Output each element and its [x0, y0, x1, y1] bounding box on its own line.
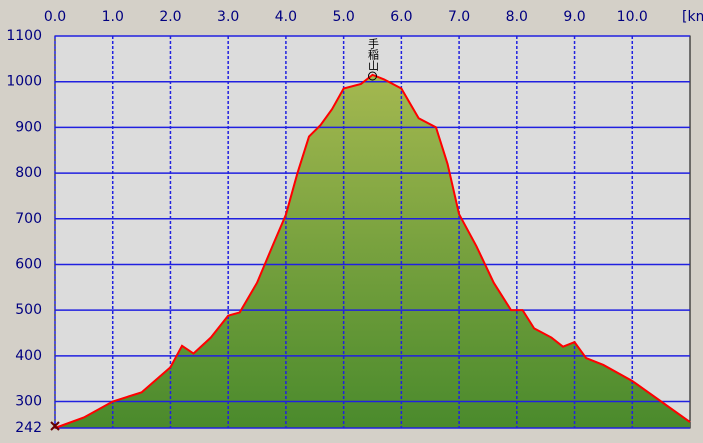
- x-tick-label: 7.0: [448, 9, 470, 25]
- x-tick-label: 5.0: [333, 9, 355, 25]
- y-tick-label: 500: [15, 302, 42, 318]
- y-tick-label: 900: [15, 119, 42, 135]
- x-tick-label: 6.0: [390, 9, 412, 25]
- start-marker: [50, 421, 60, 431]
- x-axis-label: [km: [682, 9, 703, 25]
- x-tick-label: 1.0: [102, 9, 124, 25]
- y-tick-label: 400: [15, 348, 42, 364]
- x-tick-label: 3.0: [217, 9, 239, 25]
- y-tick-label: 1100: [6, 28, 42, 44]
- x-tick-label: 4.0: [275, 9, 297, 25]
- area: [55, 74, 690, 428]
- y-tick-label: 600: [15, 256, 42, 272]
- y-tick-label: 800: [15, 165, 42, 181]
- x-tick-label: 8.0: [506, 9, 528, 25]
- peak-marker: [368, 71, 377, 81]
- x-tick-label: 0.0: [44, 9, 66, 25]
- line: [54, 73, 691, 429]
- x-tick-label: 10.0: [617, 9, 648, 25]
- peak-label: 手稲山: [367, 37, 380, 71]
- y-tick-label: 300: [15, 394, 42, 410]
- x-tick-label: 2.0: [159, 9, 181, 25]
- y-tick-label: 700: [15, 211, 42, 227]
- y-tick-label: 1000: [6, 74, 42, 90]
- y-tick-label: 242: [15, 420, 42, 436]
- x-tick-label: 9.0: [563, 9, 585, 25]
